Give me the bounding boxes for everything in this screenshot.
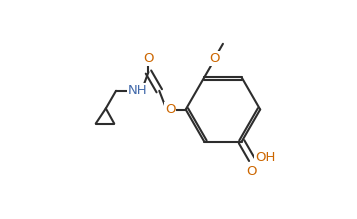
Text: O: O — [165, 103, 175, 116]
Text: O: O — [143, 52, 154, 65]
Text: O: O — [209, 52, 220, 65]
Text: OH: OH — [255, 150, 275, 164]
Text: O: O — [247, 165, 257, 178]
Text: NH: NH — [128, 84, 147, 97]
